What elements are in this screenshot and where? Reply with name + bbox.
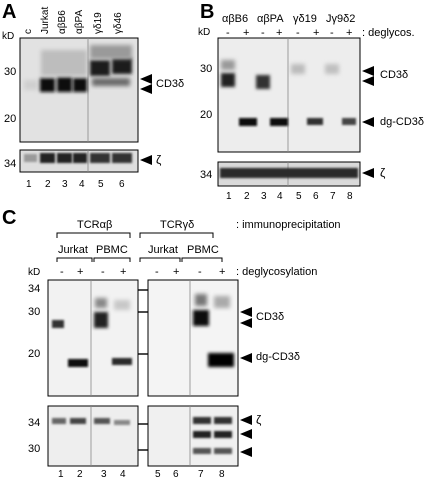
panel-c-lane-num-4: 4	[120, 469, 126, 480]
panel-c-sign-1: -	[60, 266, 64, 278]
panel-c-zeta-label: ζ	[256, 413, 262, 427]
panel-b-group-4: Jγ9δ2	[326, 13, 356, 25]
panel-c-sign-3: -	[101, 266, 105, 278]
panel-b-letter: B	[200, 1, 215, 23]
panel-c-upper-blot-gd	[147, 279, 239, 397]
panel-b-mw-34: 34	[200, 169, 213, 181]
panel-c-mw-20: 20	[28, 348, 41, 360]
panel-b-sign-6: +	[313, 27, 320, 39]
panel-b-mw-30: 30	[200, 63, 213, 75]
panel-a-mw-34: 34	[4, 158, 17, 170]
panel-c-sign-8: +	[219, 266, 226, 278]
panel-c-ip-tcrgd: TCRγδ	[160, 219, 195, 231]
panel-a-kd-label: kD	[2, 31, 15, 42]
panel-b-lane-num-2: 2	[244, 191, 250, 202]
panel-b-sign-2: +	[243, 27, 250, 39]
panel-c-cell-2: PBMC	[96, 244, 128, 256]
panel-a-lane-label-5: γδ19	[93, 12, 104, 34]
panel-a-lower-blot	[19, 149, 139, 173]
panel-c-lane-num-1: 1	[58, 469, 64, 480]
panel-a-letter: A	[2, 1, 17, 23]
panel-c-cell-4: PBMC	[187, 244, 219, 256]
panel-c-lane-num-3: 3	[101, 469, 107, 480]
panel-a-lane-num-2: 2	[45, 179, 51, 190]
panel-c-upper-blot-ab	[47, 279, 139, 397]
panel-c-dg-cd3d-label: dg-CD3δ	[256, 351, 301, 363]
panel-c-lower-mw-30: 30	[28, 443, 41, 455]
panel-a-upper-blot	[19, 37, 139, 143]
panel-c-cell-3: Jurkat	[148, 244, 178, 256]
panel-b-lane-num-5: 5	[296, 191, 302, 202]
panel-b-cd3d-label: CD3δ	[380, 69, 409, 81]
panel-a-lane-label-1: c	[23, 29, 34, 34]
panel-a-mw-30: 30	[4, 66, 17, 78]
panel-c-letter: C	[2, 207, 17, 229]
panel-b-sign-3: -	[261, 27, 265, 39]
panel-c-ip-label: : immunoprecipitation	[236, 219, 341, 231]
arrowheads	[140, 66, 374, 457]
panel-c-lower-mw-34: 34	[28, 417, 41, 429]
panel-b-sign-7: -	[330, 27, 334, 39]
panel-b-lane-num-6: 6	[313, 191, 319, 202]
panel-c-lane-num-8: 8	[219, 469, 225, 480]
panel-c-cell-1: Jurkat	[58, 244, 88, 256]
panel-b-group-3: γδ19	[293, 13, 317, 25]
panel-a-lane-label-4: αβPA	[74, 9, 85, 34]
panel-b-zeta-label: ζ	[380, 166, 386, 180]
panel-b-dg-cd3d-label: dg-CD3δ	[380, 116, 425, 128]
panel-b-group-2: αβPA	[257, 13, 284, 25]
panel-c-kd-label: kD	[28, 267, 41, 278]
panel-a-lane-num-4: 4	[79, 179, 85, 190]
panel-b-lane-num-1: 1	[226, 191, 232, 202]
panel-c-sign-5: -	[155, 266, 159, 278]
panel-b-lower-blot	[217, 161, 361, 187]
panel-a-lane-num-3: 3	[62, 179, 68, 190]
panel-c-sign-6: +	[173, 266, 180, 278]
panel-c-lower-blot-gd	[147, 405, 239, 467]
panel-a-zeta-label: ζ	[156, 153, 162, 167]
panel-b-treatment-label: : deglycos.	[362, 27, 415, 39]
panel-c-sign-2: +	[77, 266, 84, 278]
panel-a-lane-num-5: 5	[98, 179, 104, 190]
panel-c-marker-ticks	[138, 289, 148, 451]
panel-a-lane-label-2: Jurkat	[40, 6, 51, 34]
panel-c-mw-34: 34	[28, 283, 41, 295]
panel-b-sign-5: -	[296, 27, 300, 39]
panel-c-ip-tcrab: TCRαβ	[77, 219, 113, 231]
panel-c-cd3d-label: CD3δ	[256, 311, 285, 323]
panel-a-cd3d-label: CD3δ	[156, 78, 185, 90]
panel-c-brackets	[56, 232, 223, 262]
panel-c-treatment-label: : deglycosylation	[236, 266, 318, 278]
panel-b-sign-1: -	[226, 27, 230, 39]
panel-b-lane-num-8: 8	[347, 191, 353, 202]
panel-b-lane-num-4: 4	[277, 191, 283, 202]
panel-c-sign-4: +	[120, 266, 127, 278]
panel-c-mw-30: 30	[28, 306, 41, 318]
panel-c-lane-num-2: 2	[77, 469, 83, 480]
panel-b-upper-blot	[217, 37, 361, 153]
panel-b-lane-num-7: 7	[330, 191, 336, 202]
panel-c-lane-num-6: 6	[173, 469, 179, 480]
panel-b-sign-4: +	[276, 27, 283, 39]
panel-b-sign-8: +	[346, 27, 353, 39]
panel-c-sign-7: -	[198, 266, 202, 278]
panel-c-lane-num-7: 7	[198, 469, 204, 480]
panel-a-lane-num-6: 6	[119, 179, 125, 190]
panel-c-lane-num-5: 5	[155, 469, 161, 480]
panel-b-group-1: αβB6	[222, 13, 249, 25]
panel-b-lane-num-3: 3	[261, 191, 267, 202]
panel-a-mw-20: 20	[4, 113, 17, 125]
panel-a-lane-num-1: 1	[26, 179, 32, 190]
panel-a-lane-label-6: γδ46	[113, 12, 124, 34]
panel-b-mw-20: 20	[200, 109, 213, 121]
panel-c-lower-blot-ab	[47, 405, 139, 467]
panel-b-kd-label: kD	[198, 27, 211, 38]
panel-a-lane-label-3: αβB6	[57, 10, 68, 34]
